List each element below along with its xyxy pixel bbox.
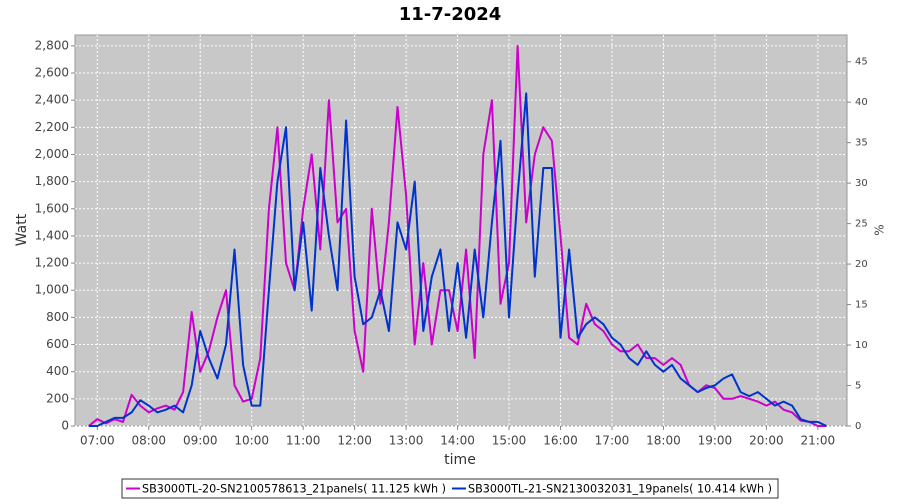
y-tick-label: 2,800: [35, 38, 69, 52]
y-tick-label: 400: [46, 364, 69, 378]
x-tick-label: 08:00: [131, 434, 166, 448]
legend-label: SB3000TL-20-SN2100578613_21panels( 11.12…: [142, 482, 446, 496]
y-tick-label: 0: [61, 419, 69, 433]
x-tick-label: 12:00: [337, 434, 372, 448]
y-tick-label: 2,200: [35, 120, 69, 134]
y-tick-label: 1,600: [35, 201, 69, 215]
x-tick-label: 19:00: [698, 434, 733, 448]
series-line: [88, 44, 827, 427]
x-tick-label: 20:00: [749, 434, 784, 448]
x-tick-label: 14:00: [440, 434, 475, 448]
y2-axis-label: %: [873, 224, 887, 235]
y-tick-label: 200: [46, 391, 69, 405]
y2-tick-label: 45: [855, 57, 868, 68]
x-tick-label: 13:00: [389, 434, 424, 448]
chart-title: 11-7-2024: [399, 4, 502, 25]
legend: [121, 478, 779, 499]
x-tick-label: 07:00: [80, 434, 115, 448]
y-tick-label: 2,600: [35, 66, 69, 80]
x-tick-label: 09:00: [183, 434, 218, 448]
y-tick-label: 600: [46, 337, 69, 351]
y2-tick-label: 10: [855, 340, 868, 351]
y-tick-label: 1,200: [35, 256, 69, 270]
y2-tick-label: 0: [855, 421, 861, 432]
y2-tick-label: 20: [855, 259, 868, 270]
y-axis-label: Watt: [14, 213, 30, 246]
series-line: [88, 92, 827, 427]
x-tick-label: 15:00: [492, 434, 527, 448]
x-tick-label: 17:00: [595, 434, 630, 448]
y2-tick-label: 25: [855, 219, 868, 230]
y2-tick-label: 40: [855, 97, 868, 108]
y-tick-label: 2,000: [35, 147, 69, 161]
y-tick-label: 2,400: [35, 93, 69, 107]
y-tick-label: 1,800: [35, 174, 69, 188]
x-axis-label: time: [444, 452, 476, 468]
x-tick-label: 11:00: [286, 434, 321, 448]
y-tick-label: 1,000: [35, 283, 69, 297]
y-tick-label: 1,400: [35, 228, 69, 242]
x-tick-label: 16:00: [543, 434, 578, 448]
x-tick-label: 10:00: [234, 434, 269, 448]
y-tick-label: 800: [46, 310, 69, 324]
y2-tick-label: 5: [855, 381, 861, 392]
x-tick-label: 18:00: [646, 434, 681, 448]
legend-label: SB3000TL-21-SN2130032031_19panels( 10.41…: [468, 482, 772, 496]
x-tick-label: 21:00: [801, 434, 836, 448]
plot-area: [74, 34, 848, 427]
y2-tick-label: 15: [855, 300, 868, 311]
y2-tick-label: 35: [855, 138, 868, 149]
y2-tick-label: 30: [855, 178, 868, 189]
